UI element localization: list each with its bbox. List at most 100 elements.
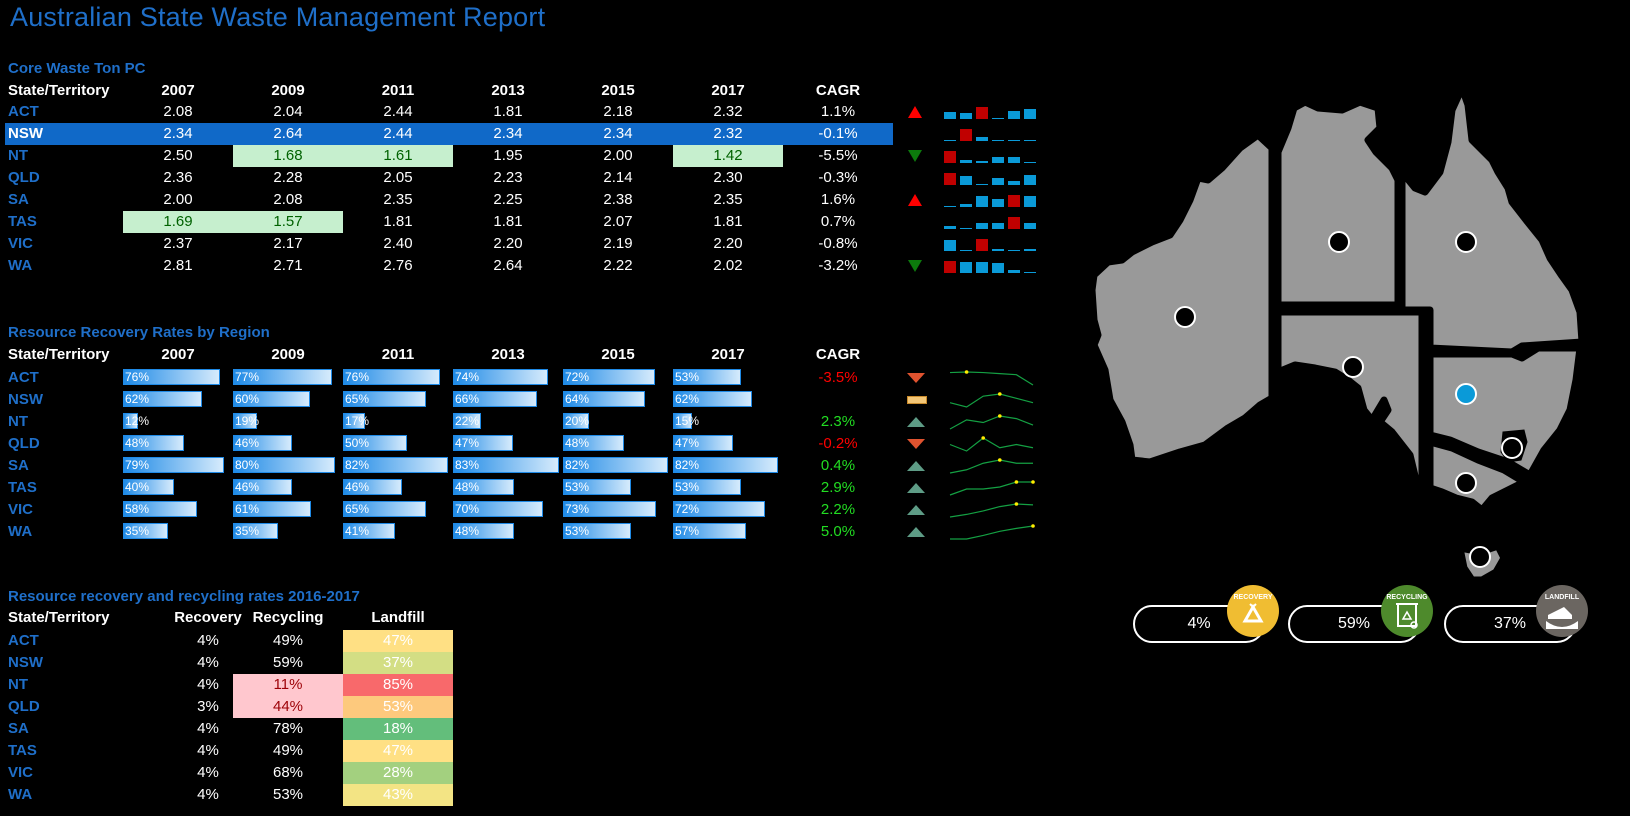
databar-cell: 82%: [673, 455, 783, 477]
recovery-cell: 3%: [197, 698, 219, 715]
sparkline-bar: [1008, 217, 1020, 229]
databar-value: 50%: [345, 436, 370, 450]
svg-text:RECOVERY: RECOVERY: [1233, 594, 1272, 601]
cagr-cell: [783, 389, 893, 411]
databar-cell: 66%: [453, 389, 563, 411]
value-cell: 2.44: [383, 103, 413, 120]
trend-down-icon: [907, 373, 925, 383]
databar: [673, 413, 692, 429]
databar-cell: 48%: [563, 433, 673, 455]
core-row-nt[interactable]: NT 2.50 1.68 1.61 1.95 2.00 1.42 -5.5%: [5, 145, 893, 167]
databar: [343, 479, 402, 495]
cagr-cell: -0.1%: [818, 125, 858, 142]
column-sparkline: [944, 193, 1040, 207]
recovery-header-2015: 2015: [601, 346, 635, 363]
core-row-act[interactable]: ACT 2.08 2.04 2.44 1.81 2.18 2.32 1.1%: [5, 101, 893, 123]
recovery-header-2017: 2017: [711, 346, 745, 363]
databar-value: 53%: [675, 370, 700, 384]
map-state-vic[interactable]: [1426, 438, 1528, 514]
landfill-cell: 28%: [343, 762, 453, 784]
recycling-cell: 11%: [233, 674, 343, 696]
databar-value: 65%: [345, 392, 370, 406]
sparkline-bar: [976, 107, 988, 119]
value-cell: 1.61: [343, 145, 453, 167]
databar-value: 79%: [125, 458, 150, 472]
state-label: TAS: [8, 479, 37, 496]
value-cell: 2.25: [493, 191, 523, 208]
databar-cell: 72%: [673, 499, 783, 521]
rates-header-recycling: Recycling: [252, 609, 324, 626]
databar-cell: 76%: [123, 367, 233, 389]
databar-value: 48%: [455, 524, 480, 538]
databar-cell: 58%: [123, 499, 233, 521]
recovery-cell: 4%: [197, 632, 219, 649]
sparkline-bar: [960, 204, 972, 207]
state-label: SA: [8, 191, 29, 208]
recycling-bin-icon: RECYCLING: [1381, 585, 1433, 637]
databar-cell: 76%: [343, 367, 453, 389]
sparkline-bar: [1024, 109, 1036, 119]
line-sparkline: [949, 502, 1034, 518]
databar: [563, 501, 656, 517]
landfill-kpi-value: 37%: [1493, 615, 1527, 632]
databar-cell: 79%: [123, 455, 233, 477]
map-state-nt[interactable]: [1274, 98, 1402, 309]
databar: [673, 523, 746, 539]
recycling-cell: 49%: [272, 632, 304, 649]
databar-value: 62%: [125, 392, 150, 406]
sparkline-bar: [992, 178, 1004, 185]
line-sparkline: [950, 524, 1035, 540]
state-label: QLD: [8, 698, 40, 715]
recovery-cell: 4%: [197, 786, 219, 803]
databar-value: 65%: [345, 502, 370, 516]
value-cell: 2.32: [713, 125, 743, 142]
core-row-qld[interactable]: QLD 2.36 2.28 2.05 2.23 2.14 2.30 -0.3%: [5, 167, 893, 189]
map-state-nsw[interactable]: [1426, 344, 1584, 479]
marker-vic: [1455, 472, 1477, 494]
sparkline-bar: [944, 151, 956, 163]
databar: [673, 501, 765, 517]
sparkline-bar: [992, 157, 1004, 163]
state-label: ACT: [8, 103, 39, 120]
databar-value: 48%: [455, 480, 480, 494]
databar-cell: 40%: [123, 477, 233, 499]
databar-value: 82%: [345, 458, 370, 472]
databar-cell: 53%: [673, 367, 783, 389]
databar-value: 53%: [565, 524, 590, 538]
state-label: WA: [8, 257, 33, 274]
australia-map[interactable]: [1080, 80, 1630, 584]
map-state-wa[interactable]: [1088, 131, 1276, 466]
databar-value: 58%: [125, 502, 150, 516]
value-cell: 2.35: [383, 191, 413, 208]
svg-text:RECYCLING: RECYCLING: [1386, 594, 1428, 601]
databar-cell: 48%: [453, 521, 563, 543]
sparkline-bar: [1024, 175, 1036, 185]
recycling-cell: 44%: [233, 696, 343, 718]
marker-act: [1501, 437, 1523, 459]
map-state-qld[interactable]: [1398, 84, 1586, 356]
databar-cell: 65%: [343, 389, 453, 411]
databar-cell: 77%: [233, 367, 343, 389]
databar-value: 12%: [125, 414, 150, 428]
column-sparkline: [944, 149, 1040, 163]
core-row-tas[interactable]: TAS 1.69 1.57 1.81 1.81 2.07 1.81 0.7%: [5, 211, 893, 233]
map-state-sa[interactable]: [1274, 308, 1426, 499]
landfill-cell: 85%: [343, 674, 453, 696]
value-cell: 2.64: [273, 125, 303, 142]
core-row-sa[interactable]: SA 2.00 2.08 2.35 2.25 2.38 2.35 1.6%: [5, 189, 893, 211]
value-cell: 2.36: [163, 169, 193, 186]
databar-value: 46%: [345, 480, 370, 494]
sparkline-bar: [1024, 140, 1036, 141]
databar: [453, 479, 514, 495]
rates-header-state-territory: State/Territory: [8, 609, 110, 626]
core-row-vic[interactable]: VIC 2.37 2.17 2.40 2.20 2.19 2.20 -0.8%: [5, 233, 893, 255]
databar-cell: 48%: [123, 433, 233, 455]
databar-cell: 22%: [453, 411, 563, 433]
core-row-nsw[interactable]: NSW 2.34 2.64 2.44 2.34 2.34 2.32 -0.1%: [5, 123, 893, 145]
core-row-wa[interactable]: WA 2.81 2.71 2.76 2.64 2.22 2.02 -3.2%: [5, 255, 893, 277]
line-sparkline: [949, 458, 1033, 474]
landfill-cell: 18%: [343, 718, 453, 740]
landfill-cell: 53%: [343, 696, 453, 718]
value-cell: 2.20: [713, 235, 743, 252]
state-label: TAS: [8, 213, 37, 230]
